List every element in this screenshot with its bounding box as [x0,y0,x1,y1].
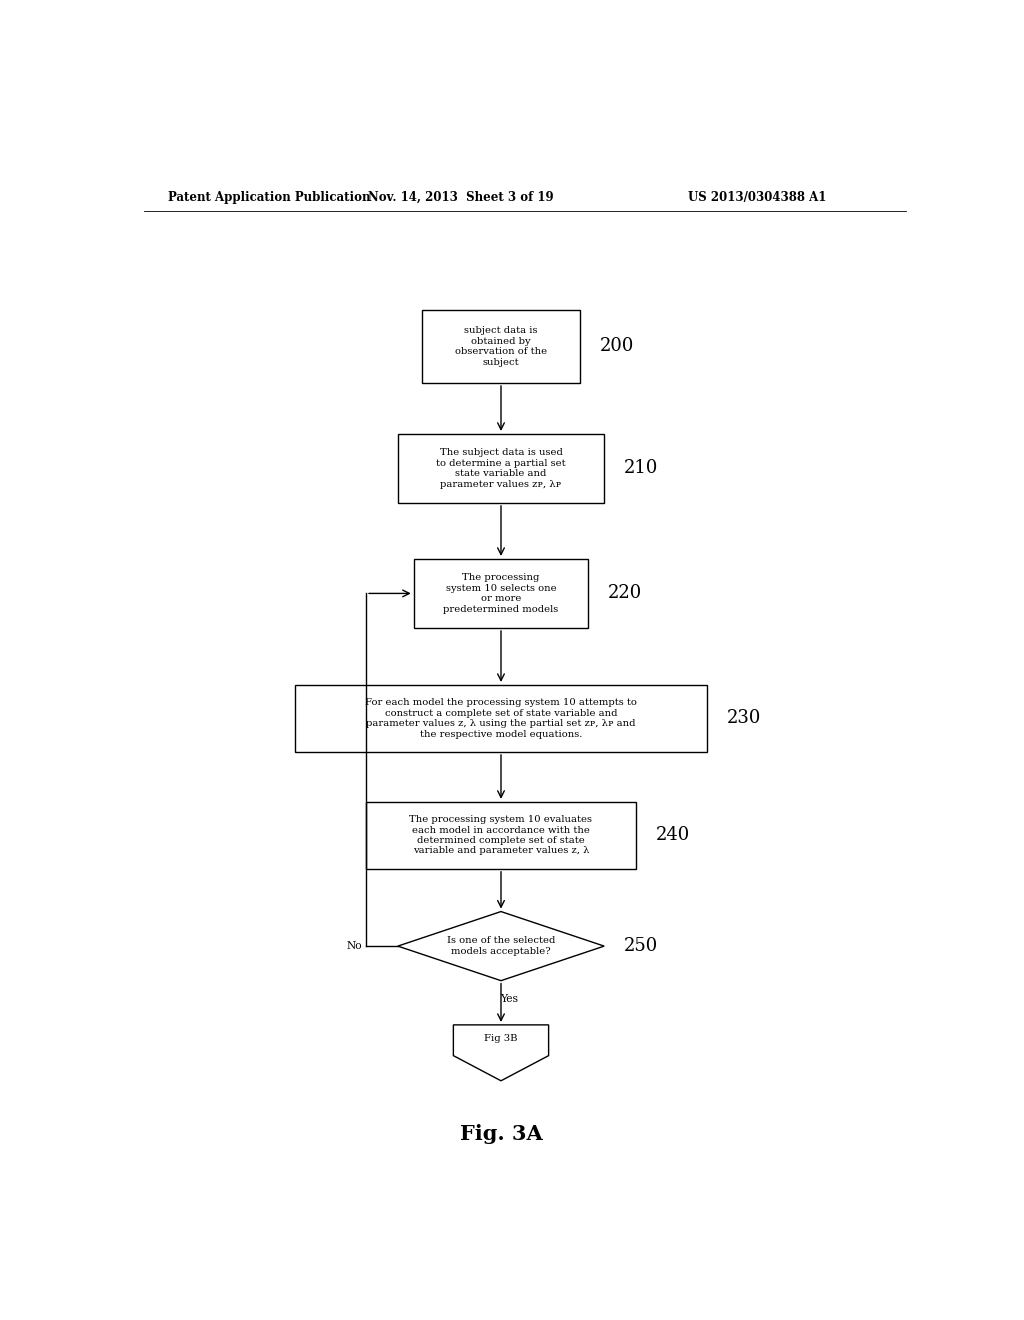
Text: 240: 240 [655,826,690,845]
Text: The subject data is used
to determine a partial set
state variable and
parameter: The subject data is used to determine a … [436,449,566,488]
Text: The processing system 10 evaluates
each model in accordance with the
determined : The processing system 10 evaluates each … [410,816,593,855]
Text: US 2013/0304388 A1: US 2013/0304388 A1 [688,190,826,203]
Text: 210: 210 [624,459,658,478]
FancyBboxPatch shape [414,558,588,628]
FancyBboxPatch shape [422,310,581,383]
Text: Patent Application Publication: Patent Application Publication [168,190,371,203]
Text: Fig. 3A: Fig. 3A [460,1125,543,1144]
Text: 200: 200 [600,338,635,355]
Text: Nov. 14, 2013  Sheet 3 of 19: Nov. 14, 2013 Sheet 3 of 19 [369,190,554,203]
Text: Yes: Yes [500,994,518,1005]
FancyBboxPatch shape [366,801,636,869]
Polygon shape [397,912,604,981]
Text: 250: 250 [624,937,658,956]
Text: Fig 3B: Fig 3B [484,1034,518,1043]
Text: For each model the processing system 10 attempts to
construct a complete set of : For each model the processing system 10 … [365,698,637,738]
Text: No: No [346,941,362,952]
FancyBboxPatch shape [295,685,708,752]
Text: 230: 230 [727,709,762,727]
Text: 220: 220 [608,585,642,602]
Text: Is one of the selected
models acceptable?: Is one of the selected models acceptable… [446,936,555,956]
Text: The processing
system 10 selects one
or more
predetermined models: The processing system 10 selects one or … [443,573,559,614]
Polygon shape [454,1024,549,1081]
FancyBboxPatch shape [397,434,604,503]
Text: subject data is
obtained by
observation of the
subject: subject data is obtained by observation … [455,326,547,367]
